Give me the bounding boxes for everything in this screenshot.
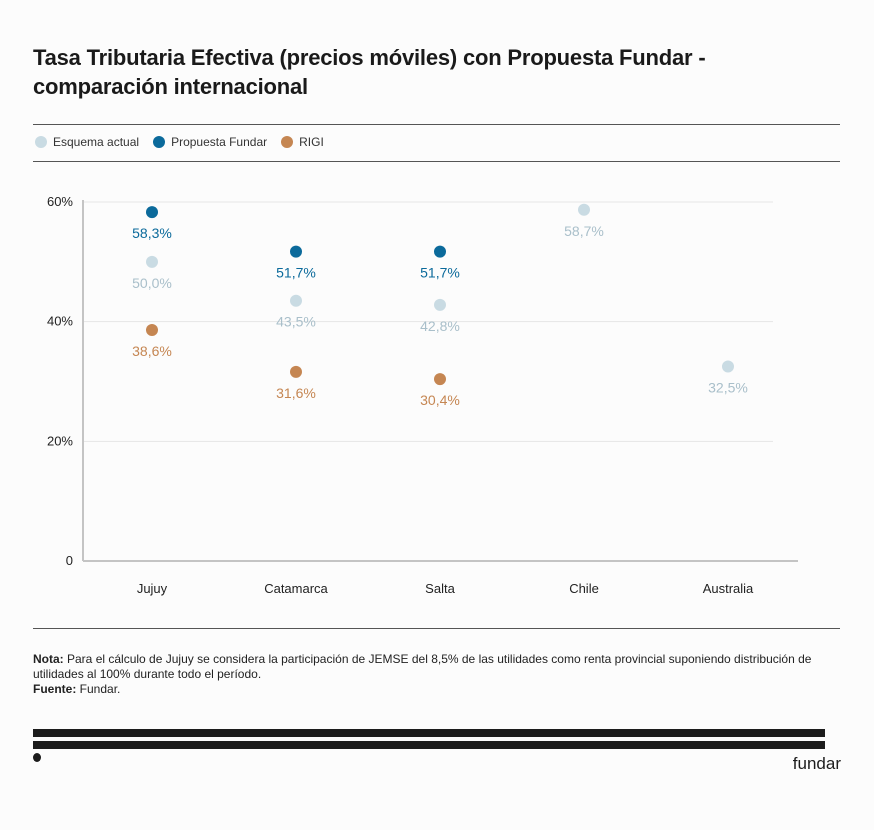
- data-label: 43,5%: [276, 314, 316, 330]
- legend-label: Esquema actual: [53, 135, 140, 149]
- data-label: 31,6%: [276, 385, 316, 401]
- scatter-chart: 0 20% 40% 60% Jujuy Catamarca Salta Chile Austra…: [47, 194, 798, 596]
- legend-label: RIGI: [299, 135, 324, 149]
- x-tick-label: Jujuy: [137, 581, 168, 596]
- data-label: 58,7%: [564, 223, 604, 239]
- legend-label: Propuesta Fundar: [171, 135, 268, 149]
- legend: Esquema actual Propuesta Fundar RIGI: [35, 135, 338, 149]
- x-tick-label: Australia: [703, 581, 754, 596]
- chart-note: Nota: Para el cálculo de Jujuy se consid…: [33, 652, 843, 697]
- data-point: [290, 365, 302, 378]
- x-tick-label: Catamarca: [264, 581, 328, 596]
- data-point: [434, 373, 446, 386]
- footer-bar-bottom: [33, 741, 825, 749]
- data-point: [578, 203, 590, 216]
- data-label: 32,5%: [708, 380, 748, 396]
- data-point: [290, 245, 302, 258]
- data-point: [434, 245, 446, 258]
- note-divider: [33, 628, 840, 629]
- data-point: [434, 298, 446, 311]
- chart-title: Tasa Tributaria Efectiva (precios móvile…: [33, 45, 706, 99]
- note-text: Para el cálculo de Jujuy se considera la…: [33, 652, 812, 681]
- legend-bottom-divider: [33, 161, 840, 162]
- y-tick-label: 40%: [47, 314, 73, 329]
- y-tick-label: 20%: [47, 433, 73, 448]
- note-label: Nota:: [33, 652, 64, 666]
- legend-item-rigi: RIGI: [281, 135, 324, 149]
- source-text: Fundar.: [76, 682, 121, 696]
- data-label: 38,6%: [132, 343, 172, 359]
- data-point: [290, 294, 302, 307]
- legend-dot-icon: [281, 136, 294, 148]
- legend-top-divider: [33, 124, 840, 125]
- legend-dot-icon: [153, 136, 166, 148]
- logo-dot-icon: [33, 753, 41, 762]
- data-label: 58,3%: [132, 225, 172, 241]
- source-paragraph: Fuente: Fundar.: [33, 682, 843, 697]
- x-tick-label: Salta: [425, 581, 455, 596]
- data-label: 50,0%: [132, 275, 172, 291]
- data-point: [722, 360, 734, 373]
- x-tick-label: Chile: [569, 581, 599, 596]
- brand-logo: fundar: [792, 754, 841, 773]
- y-tick-label: 60%: [47, 194, 73, 209]
- data-label: 42,8%: [420, 318, 460, 334]
- data-label: 51,7%: [276, 265, 316, 281]
- footer-bar-top: [33, 729, 825, 737]
- legend-item-propuesta-fundar: Propuesta Fundar: [153, 135, 267, 149]
- data-point: [146, 255, 158, 268]
- note-paragraph: Nota: Para el cálculo de Jujuy se consid…: [33, 652, 843, 682]
- data-point: [146, 206, 158, 219]
- legend-dot-icon: [35, 136, 47, 148]
- source-label: Fuente:: [33, 682, 77, 696]
- data-point: [146, 324, 158, 337]
- legend-item-esquema-actual: Esquema actual: [35, 135, 139, 149]
- y-tick-label: 0: [66, 553, 73, 568]
- data-label: 51,7%: [420, 265, 460, 281]
- data-label: 30,4%: [420, 392, 460, 408]
